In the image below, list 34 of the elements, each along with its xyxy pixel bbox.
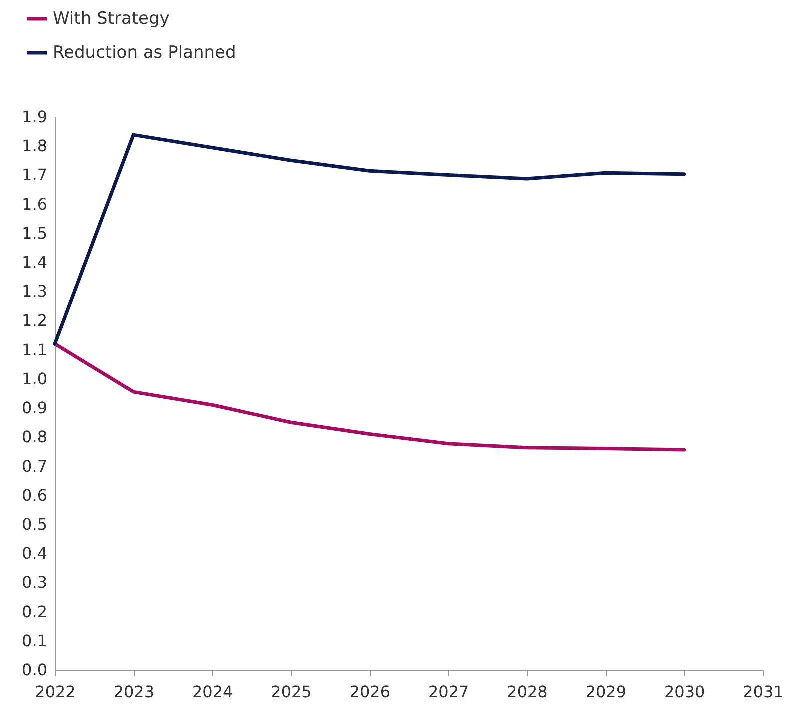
y-tick-label: 0.1: [22, 631, 48, 650]
y-tick-label: 1.8: [22, 136, 48, 156]
x-tick-label: 2029: [586, 682, 627, 702]
x-tick-label: 2024: [192, 682, 234, 702]
y-tick-label: 0.2: [22, 602, 48, 622]
y-tick-label: 1.0: [22, 369, 48, 388]
legend-label: Reduction as Planned: [53, 43, 236, 63]
line-series: [53, 342, 686, 452]
x-tick-label: 2027: [428, 682, 470, 702]
x-tick-label: 2030: [664, 682, 706, 702]
y-tick-label: 0.8: [22, 428, 48, 447]
x-tick-label: 2026: [350, 682, 391, 702]
y-tick-label: 1.3: [22, 282, 48, 302]
y-tick-label: 1.4: [22, 253, 48, 272]
y-tick-label: 0.7: [22, 456, 48, 476]
y-tick-label: 1.9: [22, 108, 48, 126]
x-tick-label: 2025: [271, 682, 312, 702]
y-tick-label: 0.6: [22, 486, 48, 505]
y-tick-label: 0.3: [22, 573, 48, 592]
x-tick-label: 2023: [114, 682, 155, 702]
y-tick-label: 0.4: [22, 544, 48, 564]
y-tick-label: 0.9: [22, 398, 48, 418]
line-series: [53, 133, 686, 346]
x-tick-label: 2031: [743, 682, 784, 702]
legend-label: With Strategy: [53, 9, 170, 29]
y-tick-label: 1.5: [22, 224, 48, 243]
x-tick-label: 2022: [35, 682, 76, 702]
y-tick-label: 1.6: [22, 194, 48, 214]
y-tick-label: 0.5: [22, 514, 48, 534]
y-tick-label: 1.7: [22, 166, 48, 185]
y-tick-label: 1.1: [22, 340, 48, 360]
x-tick-label: 2028: [507, 682, 548, 702]
y-tick-label: 0.0: [22, 660, 48, 680]
y-tick-label: 1.2: [22, 311, 48, 330]
